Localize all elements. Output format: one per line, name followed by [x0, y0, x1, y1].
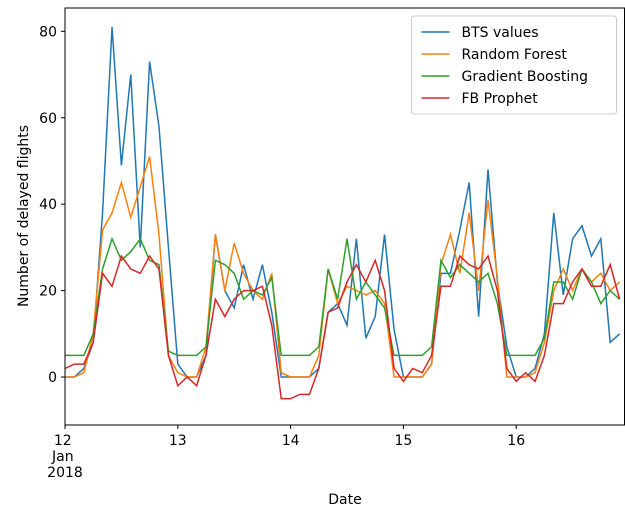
y-tick-label: 0	[48, 370, 57, 386]
y-axis-label: Number of delayed flights	[16, 125, 32, 307]
series-line	[65, 254, 621, 400]
x-tick-label: 15	[394, 433, 412, 449]
x-tick-label: 12 Jan 2018	[47, 433, 83, 481]
legend-label: Random Forest	[462, 47, 568, 63]
y-tick-label: 40	[39, 197, 57, 213]
y-tick-label: 20	[39, 284, 57, 300]
x-tick-label: 13	[169, 433, 187, 449]
legend-label: FB Prophet	[462, 91, 539, 107]
x-axis-label: Date	[328, 492, 361, 508]
legend-label: BTS values	[462, 25, 539, 41]
y-tick-label: 80	[39, 24, 57, 40]
x-tick-label: 16	[507, 433, 525, 449]
legend-box	[411, 15, 617, 115]
x-tick-label: 14	[282, 433, 300, 449]
y-tick-label: 60	[39, 111, 57, 127]
series-line	[65, 236, 621, 357]
legend-label: Gradient Boosting	[462, 69, 589, 85]
